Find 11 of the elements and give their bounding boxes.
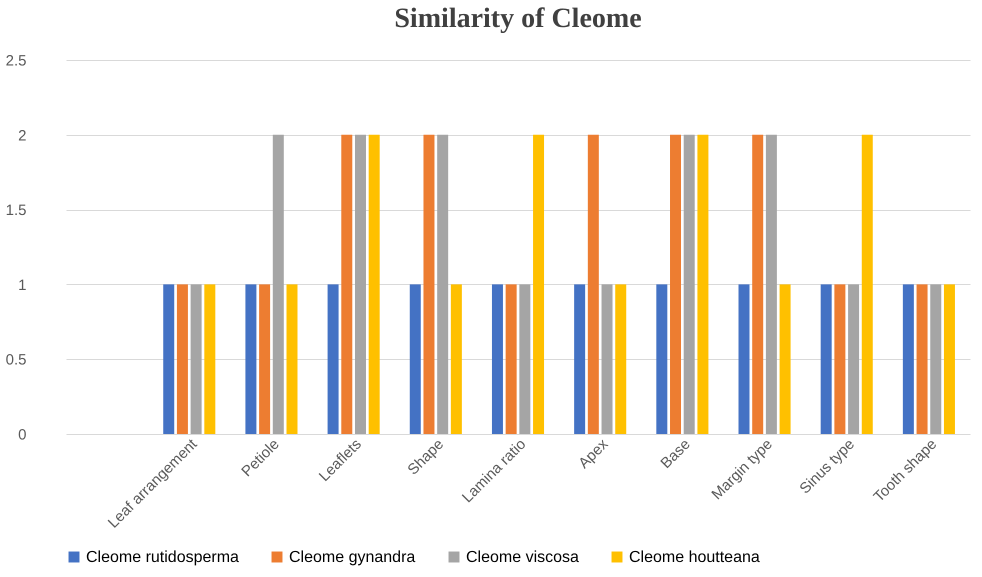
y-tick-label: 0.5	[6, 352, 26, 369]
legend-label: Cleome viscosa	[466, 549, 580, 566]
y-tick-label: 1.5	[6, 202, 26, 220]
y-tick-label: 2.5	[6, 52, 26, 70]
legend-label: Cleome houtteana	[629, 549, 760, 566]
y-tick-label: 1	[18, 276, 26, 294]
legend-label: Cleome gynandra	[289, 549, 416, 566]
y-tick-label: 0	[18, 426, 26, 444]
chart-title: Similarity of Cleome	[394, 3, 642, 34]
legend-label: Cleome rutidosperma	[86, 549, 240, 566]
y-tick-label: 2	[18, 127, 26, 144]
